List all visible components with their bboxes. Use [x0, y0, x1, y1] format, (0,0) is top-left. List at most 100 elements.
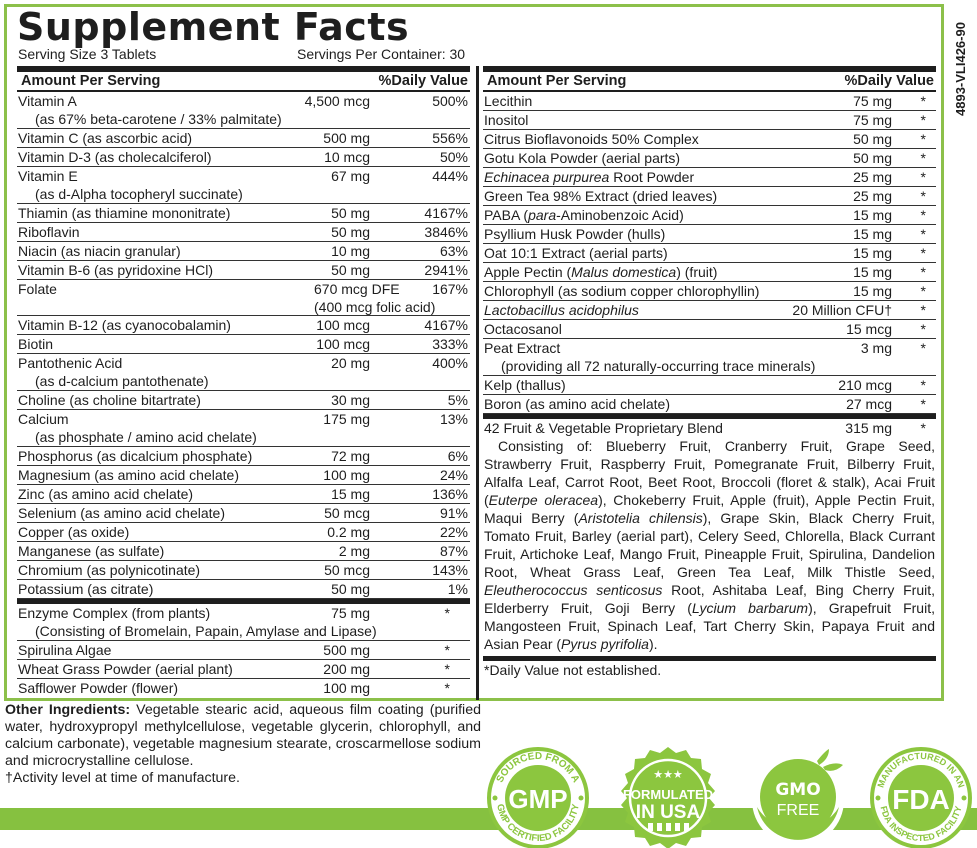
amount-value: 50 mg: [331, 224, 370, 240]
svg-text:FREE: FREE: [777, 802, 820, 819]
table-row: Citrus Bioflavonoids 50% Complex 50 mg *: [483, 130, 936, 149]
amount-value: 75 mg: [853, 93, 892, 109]
amount-value: 0.2 mg: [327, 524, 370, 540]
ingredient-name-italic: para: [528, 207, 557, 223]
table-row: Riboflavin 50 mg 3846%: [17, 223, 470, 242]
daily-value: 136%: [432, 486, 468, 502]
daily-value: 1%: [447, 581, 468, 597]
serving-size: Serving Size 3 Tablets: [18, 46, 157, 62]
table-row: Inositol 75 mg *: [483, 111, 936, 130]
left-facts-column: Amount Per Serving %Daily Value Vitamin …: [17, 66, 470, 698]
ingredient-name: Spirulina Algae: [18, 642, 112, 658]
ingredient-name: Vitamin B-12 (as cyanocobalamin): [18, 317, 231, 333]
table-row: Oat 10:1 Extract (aerial parts) 15 mg *: [483, 244, 936, 263]
daily-value: *: [920, 283, 926, 299]
table-row: Kelp (thallus) 210 mcg *: [483, 376, 936, 395]
svg-text:GMO: GMO: [775, 780, 820, 800]
table-row: Folate 670 mcg DFE (400 mcg folic acid) 167…: [17, 280, 470, 316]
amount-value: 50 mg: [853, 131, 892, 147]
table-row: Lactobacillus acidophilus 20 Million CFU†…: [483, 301, 936, 320]
daily-value: *: [920, 188, 926, 204]
daily-value: *: [444, 661, 450, 677]
daily-value: *: [444, 605, 450, 621]
table-row: Vitamin B-6 (as pyridoxine HCl) 50 mg 2941…: [17, 261, 470, 280]
daily-value: *: [920, 112, 926, 128]
amount-value: 20 mg: [331, 355, 370, 371]
table-row: Vitamin C (as ascorbic acid) 500 mg 556%: [17, 129, 470, 148]
table-row: Lecithin 75 mg *: [483, 92, 936, 111]
ingredient-name: Niacin (as niacin granular): [18, 243, 181, 259]
daily-value: 4167%: [424, 317, 468, 333]
daily-value: 400%: [432, 355, 468, 371]
table-row: Vitamin D-3 (as cholecalciferol) 10 mcg 50…: [17, 148, 470, 167]
amount-value: 50 mcg: [324, 562, 370, 578]
daily-value: 2941%: [424, 262, 468, 278]
header-daily-value: %Daily Value: [844, 73, 934, 89]
ingredient-name: Chromium (as polynicotinate): [18, 562, 201, 578]
table-row: Calcium (as phosphate / amino acid chelat…: [17, 410, 470, 447]
daily-value: 500%: [432, 93, 468, 109]
amount-value: 100 mcg: [316, 317, 370, 333]
column-divider: [476, 66, 479, 700]
ingredient-name: Copper (as oxide): [18, 524, 130, 540]
table-header: Amount Per Serving %Daily Value: [17, 72, 470, 92]
ingredient-name: Vitamin D-3 (as cholecalciferol): [18, 149, 212, 165]
ingredient-name: Echinacea purpurea Root Powder: [484, 169, 695, 185]
svg-text:IN USA: IN USA: [636, 802, 701, 823]
amount-value: 67 mg: [331, 168, 370, 184]
ingredient-form: (as d-calcium pantothenate): [35, 373, 209, 389]
ingredient-name: Wheat Grass Powder (aerial plant): [18, 661, 233, 677]
left-nutrient-list: Vitamin A (as 67% beta-carotene / 33% pal…: [17, 92, 470, 599]
table-row: Zinc (as amino acid chelate) 15 mg 136%: [17, 485, 470, 504]
amount-value: 27 mcg: [846, 396, 892, 412]
ingredient-name: Lactobacillus acidophilus: [483, 301, 936, 319]
blend-row: 42 Fruit & Vegetable Proprietary Blend 3…: [483, 414, 936, 437]
ingredient-form: (Consisting of Bromelain, Papain, Amylas…: [35, 623, 377, 639]
ingredient-name: Manganese (as sulfate): [18, 543, 165, 559]
table-row: Copper (as oxide) 0.2 mg 22%: [17, 523, 470, 542]
latin-name: Euterpe oleracea: [488, 492, 599, 508]
table-row: Biotin 100 mcg 333%: [17, 335, 470, 354]
amount-value: 100 mg: [323, 680, 370, 696]
daily-value: *: [920, 150, 926, 166]
ingredient-name: Green Tea 98% Extract (dried leaves): [484, 188, 718, 204]
amount-value: 100 mg: [323, 467, 370, 483]
amount-value: 75 mg: [853, 112, 892, 128]
ingredient-name: Octacosanol: [484, 321, 562, 337]
table-row: Spirulina Algae 500 mg *: [17, 641, 470, 660]
daily-value: *: [920, 377, 926, 393]
amount-value: 670 mcg DFE: [314, 281, 400, 297]
daily-value: 444%: [432, 168, 468, 184]
ingredient-form: (as 67% beta-carotene / 33% palmitate): [35, 111, 282, 127]
amount-value: 30 mg: [331, 392, 370, 408]
daily-value: 87%: [439, 543, 468, 559]
daily-value: 6%: [447, 448, 468, 464]
amount-value: 3 mg: [860, 340, 892, 356]
gmp-badge-icon: SOURCED FROM A GMP CERTIFIED FACILITY GM…: [485, 745, 591, 848]
table-row: Apple Pectin (Malus domestica) (fruit) 15…: [483, 263, 936, 282]
daily-value: *: [920, 396, 926, 412]
table-row: Vitamin B-12 (as cyanocobalamin) 100 mcg 4…: [17, 316, 470, 335]
amount-value: 210 mcg: [838, 377, 892, 393]
amount-value: 50 mg: [331, 262, 370, 278]
right-facts-column: Amount Per Serving %Daily Value Lecithin…: [483, 66, 936, 679]
amount-value: 50 mg: [331, 581, 370, 597]
ingredient-name: PABA (para-Aminobenzoic Acid): [484, 207, 684, 223]
daily-value: 4167%: [424, 205, 468, 221]
daily-value-footnote: *Daily Value not established.: [483, 656, 936, 679]
thick-rule: [483, 66, 936, 72]
amount-subvalue: (400 mcg folic acid): [314, 299, 436, 315]
ingredient-name: Inositol: [484, 112, 529, 128]
activity-note: †Activity level at time of manufacture.: [5, 770, 240, 786]
daily-value: *: [920, 340, 926, 356]
amount-value: 15 mg: [853, 245, 892, 261]
daily-value: 63%: [439, 243, 468, 259]
amount-value: 75 mg: [331, 605, 370, 621]
table-row: Thiamin (as thiamine mononitrate) 50 mg 41…: [17, 204, 470, 223]
daily-value: 3846%: [424, 224, 468, 240]
daily-value: 22%: [439, 524, 468, 540]
amount-value: 25 mg: [853, 188, 892, 204]
latin-name: Pyrus pyrifolia: [561, 636, 649, 652]
ingredient-name-italic: Malus domestica: [571, 264, 677, 280]
daily-value: 556%: [432, 130, 468, 146]
